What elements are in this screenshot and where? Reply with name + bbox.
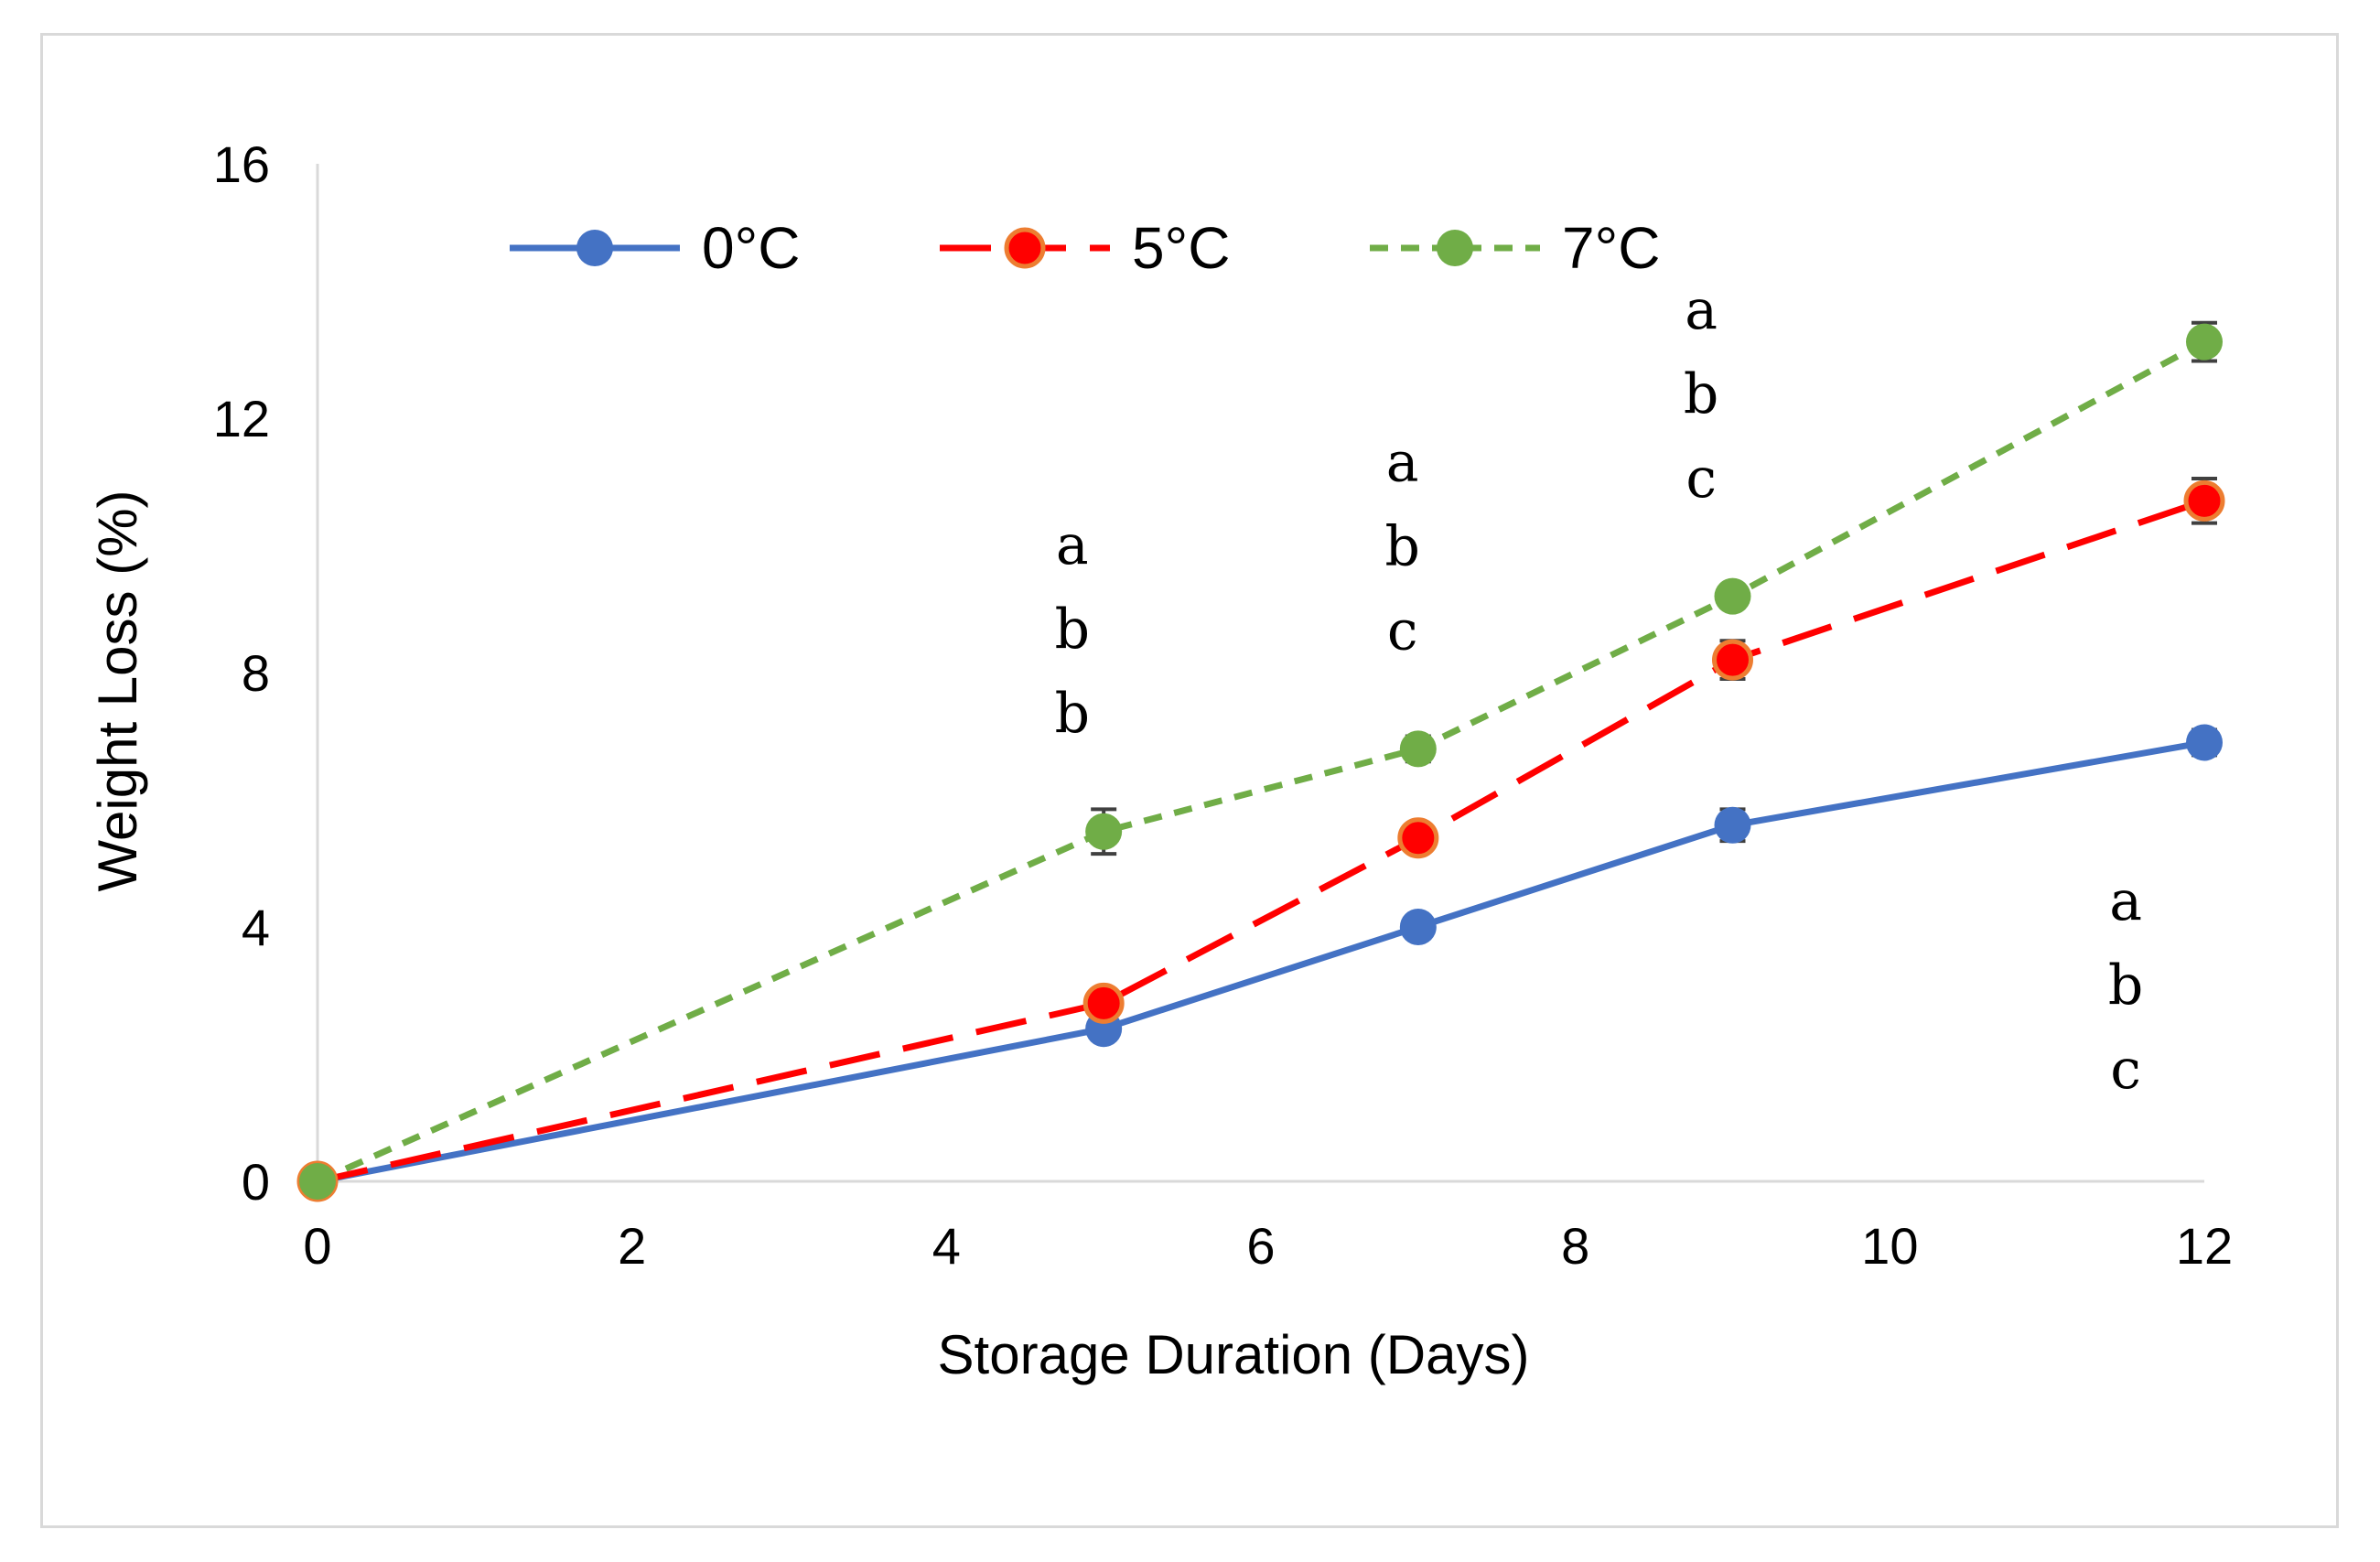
significance-letter: b	[1684, 362, 1718, 426]
x-tick-label: 2	[618, 1217, 646, 1275]
significance-group: abc	[1684, 278, 1718, 511]
x-tick-label: 12	[2176, 1217, 2233, 1275]
significance-letter: b	[1384, 515, 1419, 579]
data-point	[1399, 909, 1437, 945]
y-axis-title: Weight Loss (%)	[87, 490, 148, 891]
significance-letter: b	[2108, 953, 2143, 1018]
series-7°C	[299, 320, 2223, 1200]
chart-frame: 0 4 8 12 16 0 2 4 6 8 10 12 Storage Duration (Days) W…	[40, 33, 2339, 1528]
weight-loss-chart: 0 4 8 12 16 0 2 4 6 8 10 12 Storage Duration (Days) W…	[87, 135, 2233, 1385]
legend-label: 7°C	[1562, 215, 1660, 281]
x-tick-label: 8	[1561, 1217, 1589, 1275]
y-tick-label: 16	[213, 135, 270, 193]
legend-item: 5°C	[940, 215, 1230, 281]
legend-marker	[1004, 227, 1046, 269]
x-tick-label: 10	[1861, 1217, 1918, 1275]
legend-label: 5°C	[1132, 215, 1230, 281]
data-point	[2186, 323, 2223, 361]
series-0°C	[299, 724, 2223, 1200]
data-point	[2186, 724, 2223, 761]
data-point	[1397, 817, 1439, 859]
data-point	[1399, 730, 1437, 768]
significance-letter: c	[1685, 447, 1717, 511]
data-point	[1714, 806, 1751, 844]
data-point	[299, 1163, 336, 1200]
significance-letter: a	[2109, 869, 2142, 933]
significance-letter: a	[1386, 431, 1419, 495]
y-tick-label: 12	[213, 390, 270, 447]
axes: 0 4 8 12 16 0 2 4 6 8 10 12 Storage Duration (Days) W…	[87, 135, 2233, 1385]
series-line	[316, 339, 2206, 1185]
y-tick-label: 8	[242, 644, 270, 702]
x-tick-label: 6	[1246, 1217, 1275, 1275]
series-group	[296, 320, 2225, 1202]
significance-group: abc	[1384, 431, 1419, 663]
legend: 0°C 5°C 7°C	[510, 215, 1660, 281]
significance-letter: b	[1055, 682, 1090, 746]
data-point	[2183, 479, 2225, 522]
y-tick-label: 0	[242, 1153, 270, 1211]
legend-marker	[576, 230, 613, 266]
significance-letter: c	[2110, 1038, 2141, 1102]
significance-group: abb	[1055, 513, 1090, 746]
significance-letter: a	[1056, 513, 1089, 577]
series-line	[317, 498, 2206, 1185]
significance-letter: b	[1055, 598, 1090, 662]
significance-group: abc	[2108, 869, 2143, 1102]
significance-letter: c	[1387, 599, 1418, 663]
legend-item: 7°C	[1370, 215, 1660, 281]
data-point	[1714, 577, 1751, 615]
legend-marker	[1437, 230, 1473, 266]
x-tick-label: 4	[932, 1217, 961, 1275]
series-line	[317, 739, 2205, 1185]
series-5°C	[296, 477, 2225, 1202]
data-point	[1082, 982, 1125, 1024]
legend-label: 0°C	[702, 215, 800, 281]
y-tick-label: 4	[242, 899, 270, 956]
significance-letter: a	[1685, 278, 1718, 342]
x-tick-label: 0	[303, 1217, 331, 1275]
x-axis-title: Storage Duration (Days)	[938, 1324, 1530, 1385]
data-point	[1712, 639, 1753, 681]
data-point	[1085, 813, 1123, 850]
legend-item: 0°C	[510, 215, 800, 281]
